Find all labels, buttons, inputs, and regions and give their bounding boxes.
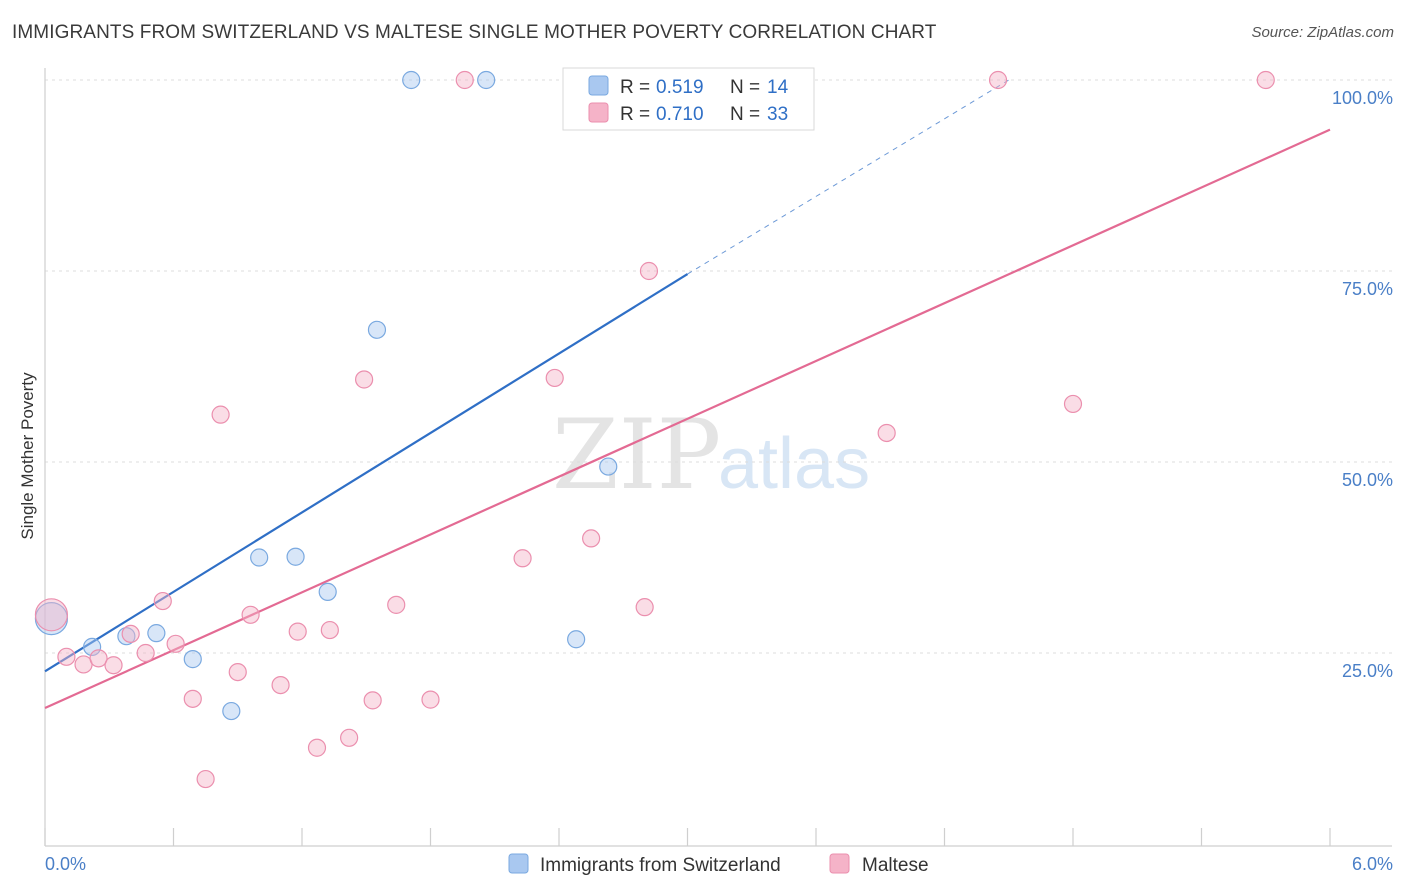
point-maltese	[104, 656, 123, 675]
y-tick-label: 25.0%	[1342, 661, 1393, 681]
point-switzerland	[222, 701, 241, 721]
point-maltese	[136, 643, 155, 663]
legend-r-value: 0.519	[656, 77, 704, 98]
point-maltese	[988, 70, 1008, 90]
legend-swatch-maltese	[829, 853, 850, 874]
point-switzerland	[567, 630, 586, 649]
legend-label-switzerland: Immigrants from Switzerland	[540, 855, 781, 876]
correlation-legend: R = 0.519 N = 14 R = 0.710 N = 33	[562, 67, 815, 131]
point-maltese	[340, 728, 359, 747]
trend-extension-switzerland	[687, 79, 1010, 275]
trend-line-switzerland	[44, 273, 689, 673]
point-maltese	[183, 689, 202, 708]
point-maltese	[387, 595, 406, 614]
legend-r-label: R =	[620, 77, 650, 98]
legend-n-value: 33	[767, 104, 788, 125]
legend-swatch-switzerland	[508, 853, 529, 874]
point-maltese	[121, 624, 140, 644]
point-maltese	[307, 738, 327, 757]
legend-swatch-maltese	[588, 102, 609, 123]
point-maltese	[271, 675, 290, 695]
chart-title: IMMIGRANTS FROM SWITZERLAND VS MALTESE S…	[12, 22, 937, 43]
point-maltese	[639, 261, 659, 281]
point-maltese	[196, 769, 215, 789]
legend-n-value: 14	[767, 77, 789, 98]
point-switzerland	[367, 320, 387, 339]
point-maltese	[153, 591, 172, 611]
point-maltese	[355, 370, 374, 389]
point-maltese	[211, 405, 230, 424]
point-maltese	[57, 647, 76, 666]
point-maltese	[363, 691, 382, 710]
point-maltese	[89, 649, 108, 668]
y-tick-label: 50.0%	[1342, 470, 1393, 490]
legend-label-maltese: Maltese	[862, 855, 929, 876]
legend-r-value: 0.710	[656, 104, 704, 125]
watermark-atlas: atlas	[718, 424, 870, 504]
watermark-zip: ZIP	[552, 399, 721, 511]
point-maltese	[582, 529, 601, 548]
point-switzerland	[318, 582, 337, 601]
point-maltese	[455, 70, 474, 90]
x-tick-label: 0.0%	[45, 854, 86, 874]
point-maltese	[877, 423, 896, 443]
point-switzerland	[147, 624, 166, 643]
point-switzerland	[402, 70, 421, 90]
point-switzerland	[286, 547, 305, 566]
data-points	[34, 70, 1275, 789]
point-maltese	[513, 549, 532, 568]
point-switzerland	[250, 548, 269, 567]
axes	[44, 68, 1392, 847]
point-switzerland	[477, 70, 496, 90]
y-axis-label: Single Mother Poverty	[18, 372, 37, 540]
point-switzerland	[83, 637, 102, 656]
point-maltese	[1063, 394, 1083, 414]
trend-lines	[44, 79, 1331, 710]
source-label: Source: ZipAtlas.com	[1251, 24, 1394, 41]
point-maltese	[166, 634, 185, 653]
legend-n-label: N =	[730, 77, 760, 98]
point-maltese	[34, 598, 69, 632]
point-switzerland	[183, 650, 202, 669]
point-switzerland	[599, 457, 618, 476]
watermark: ZIP atlas	[552, 399, 870, 511]
point-maltese	[288, 622, 307, 641]
legend-r-label: R =	[620, 104, 650, 125]
tick-labels: 25.0% 50.0% 75.0% 100.0% 0.0% 6.0%	[45, 88, 1393, 874]
y-tick-label: 75.0%	[1342, 279, 1393, 299]
point-maltese	[545, 368, 564, 388]
point-maltese	[241, 605, 260, 624]
grid	[45, 79, 1392, 654]
legend-swatch-switzerland	[588, 75, 609, 96]
trend-line-maltese	[44, 128, 1331, 710]
series-legend: Immigrants from Switzerland Maltese	[508, 853, 929, 876]
point-maltese	[1256, 70, 1275, 90]
point-maltese	[320, 620, 339, 640]
legend-n-label: N =	[730, 104, 760, 125]
point-maltese	[421, 690, 440, 709]
y-tick-label: 100.0%	[1332, 88, 1393, 108]
point-maltese	[228, 662, 247, 682]
x-tick-label: 6.0%	[1352, 854, 1393, 874]
point-maltese	[635, 598, 654, 617]
